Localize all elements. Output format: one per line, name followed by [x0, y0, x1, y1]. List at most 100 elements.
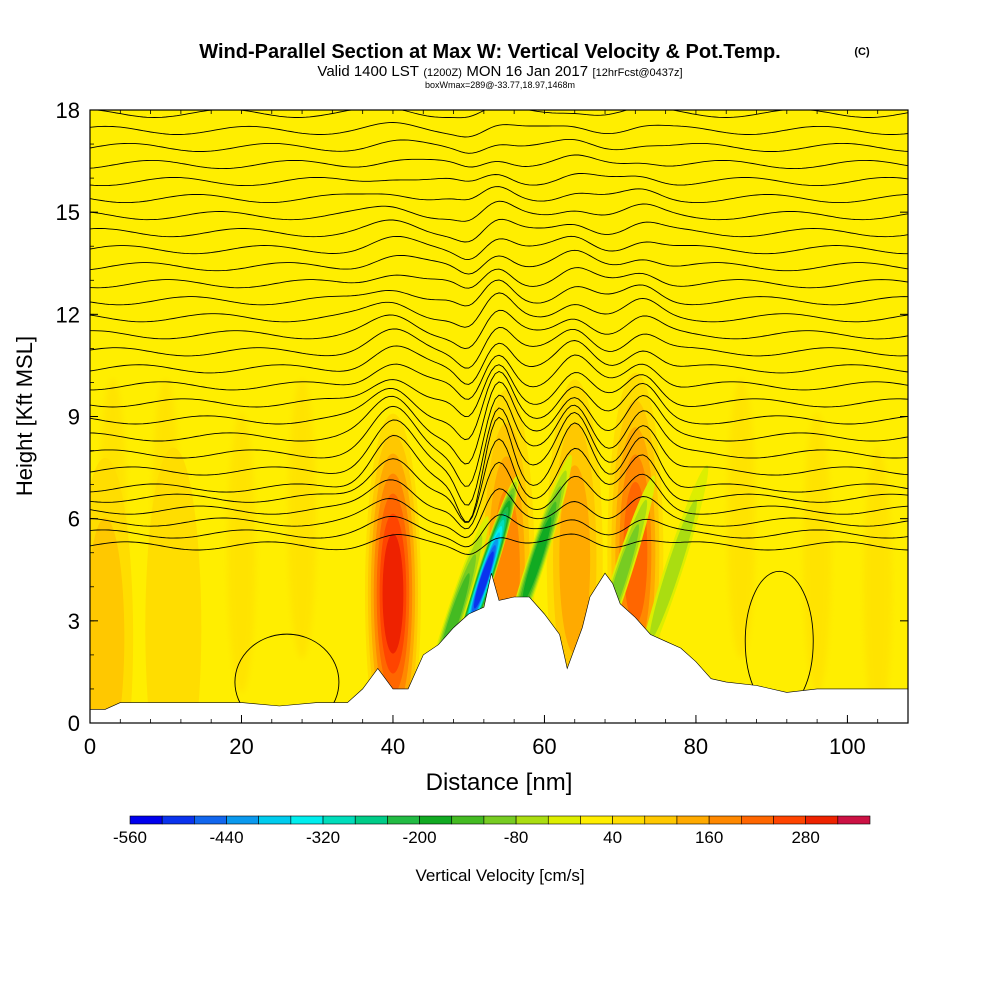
- colorbar-swatch: [708, 815, 742, 825]
- subtitle-utc: (1200Z): [423, 67, 462, 79]
- theta-contour: [90, 364, 908, 417]
- colorbar-swatch: [741, 815, 774, 825]
- x-tick-label: 80: [684, 734, 708, 759]
- colorbar-swatch: [483, 815, 517, 825]
- theta-contour: [90, 138, 908, 154]
- weak-updraft-streak: [227, 412, 256, 693]
- theta-contour: [90, 354, 908, 400]
- theta-contour-closed: [234, 633, 340, 723]
- y-tick-label: 3: [68, 609, 80, 634]
- colorbar-swatch: [226, 815, 259, 825]
- theta-contour: [90, 370, 908, 441]
- theta-contour: [90, 340, 908, 385]
- theta-contours: [90, 110, 908, 723]
- updraft-cell: [145, 447, 202, 723]
- y-axis-label: Height [Kft MSL]: [12, 336, 37, 496]
- x-axis-label: Distance [nm]: [426, 769, 573, 796]
- y-tick-label: 18: [56, 98, 80, 123]
- plot-area: [90, 110, 908, 723]
- theta-contour: [90, 533, 908, 555]
- updraft-cell: [559, 465, 591, 654]
- theta-contour: [90, 110, 908, 119]
- colorbar-label: Vertical Velocity [cm/s]: [415, 866, 584, 885]
- theta-contour: [90, 309, 908, 350]
- colorbar-tick-label: 40: [603, 828, 622, 847]
- theta-contour: [90, 279, 908, 307]
- colorbar-swatch: [354, 815, 388, 825]
- theta-contour: [90, 407, 908, 506]
- weak-updraft-streak: [803, 412, 832, 693]
- colorbar-swatch: [194, 815, 227, 825]
- downdraft-cell: [649, 499, 697, 641]
- theta-contour: [90, 381, 908, 465]
- theta-contour: [90, 235, 908, 261]
- colorbar-swatch: [387, 815, 420, 825]
- y-tick-label: 9: [68, 405, 80, 430]
- colorbar-swatch: [419, 815, 453, 825]
- colorbar-tick-label: -200: [403, 828, 437, 847]
- colorbar-swatch: [547, 815, 581, 825]
- colorbar-swatch: [837, 815, 871, 825]
- theta-contour: [90, 267, 908, 289]
- colorbar-swatch: [129, 815, 163, 825]
- theta-contour: [90, 218, 908, 243]
- colorbar-swatch: [805, 815, 839, 825]
- theta-contour: [90, 488, 908, 539]
- colorbar-swatch: [773, 815, 806, 825]
- terrain: [90, 572, 908, 723]
- colorbar-swatch: [676, 815, 710, 825]
- x-tick-label: 0: [84, 734, 96, 759]
- y-tick-label: 6: [68, 507, 80, 532]
- downdraft-cell: [473, 551, 494, 609]
- colorbar-swatch: [290, 815, 324, 825]
- theta-contour: [90, 154, 908, 170]
- weak-updraft-streak: [288, 378, 317, 659]
- theta-contour: [90, 122, 908, 138]
- theta-contour: [90, 200, 908, 222]
- colorbar-swatch: [322, 815, 356, 825]
- subtitle-forecast: [12hrFcst@0437z]: [593, 67, 683, 79]
- y-tick-label: 12: [56, 302, 80, 327]
- chart-subtitle: Valid 1400 LST (1200Z) MON 16 Jan 2017 […: [317, 63, 682, 80]
- theta-contour: [90, 438, 908, 523]
- colorbar-tick-label: 280: [791, 828, 819, 847]
- theta-contour: [90, 461, 908, 530]
- theta-contour: [90, 394, 908, 487]
- x-tick-label: 60: [532, 734, 556, 759]
- colorbar-ticks: -560 -440 -320 -200 -80 40 160 280: [113, 828, 820, 847]
- colorbar-swatch: [612, 815, 646, 825]
- y-axis-ticks: 0 3 6 9 12 15 18: [56, 98, 908, 736]
- downdraft-cell: [522, 517, 552, 602]
- theta-contour: [90, 292, 908, 328]
- velocity-shading: [90, 372, 892, 723]
- colorbar-swatch: [258, 815, 292, 825]
- colorbar-tick-label: -560: [113, 828, 147, 847]
- theta-contour: [90, 172, 908, 187]
- chart-title-suffix: (C): [854, 46, 870, 58]
- chart-subtitle2: boxWmax=289@-33.77,18.97,1468m: [425, 80, 575, 90]
- colorbar-tick-label: -320: [306, 828, 340, 847]
- x-tick-label: 100: [829, 734, 866, 759]
- colorbar-swatch: [451, 815, 485, 825]
- weak-updraft-streak: [863, 446, 892, 723]
- colorbar-swatch: [515, 815, 549, 825]
- theta-contour: [90, 416, 908, 523]
- theta-contour: [90, 249, 908, 275]
- colorbar-tick-label: -80: [504, 828, 529, 847]
- subtitle-valid: Valid 1400 LST: [317, 63, 418, 80]
- theta-contour: [90, 514, 908, 548]
- subtitle-date: MON 16 Jan 2017: [466, 63, 588, 80]
- colorbar: [129, 815, 871, 825]
- theta-contour: [90, 327, 908, 369]
- y-tick-label: 15: [56, 200, 80, 225]
- colorbar-swatch: [644, 815, 678, 825]
- chart-title: Wind-Parallel Section at Max W: Vertical…: [199, 41, 780, 63]
- y-tick-label: 0: [68, 711, 80, 736]
- updraft-cell: [90, 517, 125, 723]
- colorbar-swatch: [161, 815, 195, 825]
- colorbar-tick-label: 160: [695, 828, 723, 847]
- x-tick-label: 20: [229, 734, 253, 759]
- x-tick-label: 40: [381, 734, 405, 759]
- updraft-cell: [382, 533, 404, 654]
